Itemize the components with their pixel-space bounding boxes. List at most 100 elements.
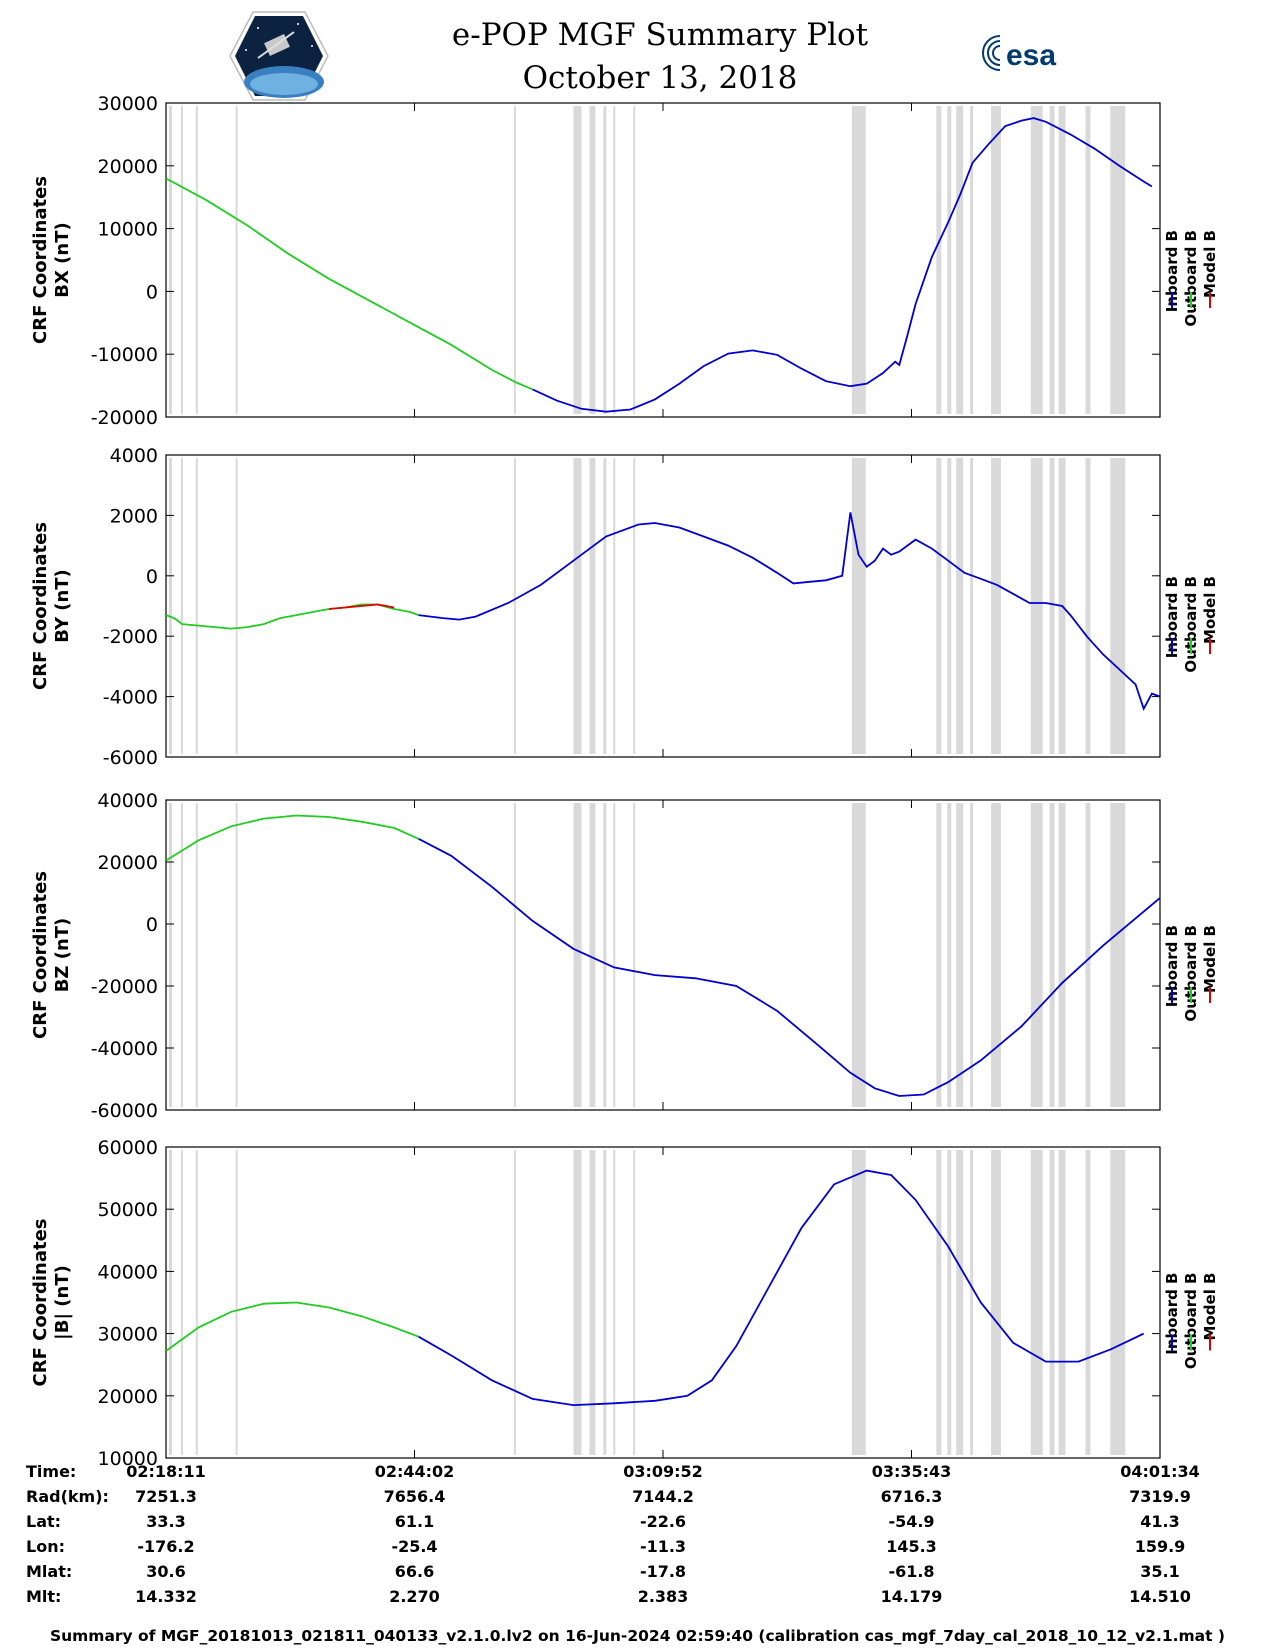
- data-gap-band: [180, 106, 183, 414]
- data-gap-band: [573, 803, 582, 1107]
- series-line-inboard-b: [532, 117, 1153, 413]
- series-line-inboard-b: [418, 512, 1160, 711]
- info-cell: -25.4: [391, 1537, 438, 1556]
- info-row-label: Rad(km):: [26, 1487, 109, 1506]
- info-row-label: Mlat:: [26, 1562, 73, 1581]
- esa-logo-text: esa: [1006, 39, 1056, 72]
- y-axis-label-unit: |B| (nT): [52, 1265, 73, 1340]
- data-gap-band: [633, 458, 636, 754]
- data-gap-band: [168, 458, 172, 754]
- y-tick-label: 10000: [98, 1448, 158, 1470]
- data-gap-band: [936, 1150, 942, 1455]
- y-tick-label: 30000: [98, 1324, 158, 1346]
- info-cell: 04:01:34: [1120, 1462, 1200, 1481]
- data-gap-band: [970, 1150, 974, 1455]
- plot-frame: [165, 1146, 1161, 1459]
- y-tick-label: 10000: [98, 219, 158, 241]
- info-cell: 14.179: [880, 1587, 943, 1606]
- info-cell: 159.9: [1134, 1537, 1186, 1556]
- info-cell: 7144.2: [632, 1487, 694, 1506]
- legend-entry: Outboard B: [1182, 230, 1200, 327]
- y-tick-label: 0: [146, 566, 158, 588]
- info-cell: -176.2: [137, 1537, 195, 1556]
- y-tick-label: 0: [146, 281, 158, 303]
- info-cell: 33.3: [146, 1512, 186, 1531]
- info-cell: 03:35:43: [871, 1462, 952, 1481]
- y-axis-label: CRF Coordinates: [30, 871, 51, 1039]
- legend-entry: Inboard B: [1163, 576, 1181, 658]
- info-cell: -22.6: [639, 1512, 687, 1531]
- y-tick-label: 20000: [98, 852, 158, 874]
- data-gap-band: [633, 106, 636, 414]
- info-cell: -54.9: [888, 1512, 935, 1531]
- series-line-outboard-b: [166, 1301, 419, 1352]
- data-gap-band: [1058, 803, 1066, 1107]
- info-cell: 7319.9: [1129, 1487, 1191, 1506]
- info-cell: 14.332: [135, 1587, 197, 1606]
- legend-entry: Model B: [1201, 230, 1219, 298]
- plot-frame: [165, 454, 1161, 758]
- chart-title: e-POP MGF Summary Plot October 13, 2018: [370, 14, 950, 100]
- data-gap-band: [1030, 803, 1043, 1107]
- data-gap-band: [573, 458, 582, 754]
- data-gap-band: [195, 1150, 198, 1455]
- data-gap-band: [970, 458, 974, 754]
- data-gap-band: [956, 458, 964, 754]
- data-gap-band: [180, 1150, 183, 1455]
- y-tick-label: -20000: [91, 976, 158, 998]
- data-gap-band: [195, 803, 198, 1107]
- y-tick-label: 20000: [98, 1386, 158, 1408]
- data-gap-band: [633, 1150, 636, 1455]
- data-gap-band: [1110, 1150, 1126, 1455]
- y-tick-label: 60000: [98, 1137, 158, 1159]
- y-axis-label-unit: BZ (nT): [52, 918, 73, 993]
- data-gap-band: [235, 803, 238, 1107]
- data-gap-band: [1110, 106, 1126, 414]
- y-tick-label: -20000: [91, 407, 158, 429]
- info-cell: 145.3: [886, 1537, 937, 1556]
- info-cell: -17.8: [639, 1562, 687, 1581]
- data-gap-band: [947, 803, 952, 1107]
- data-gap-band: [851, 458, 866, 754]
- data-gap-band: [613, 1150, 616, 1455]
- legend-entry: Inboard B: [1163, 925, 1181, 1007]
- series-line-model-b: [328, 603, 395, 610]
- data-gap-band: [180, 803, 183, 1107]
- y-tick-label: -6000: [103, 747, 158, 769]
- data-gap-band: [851, 106, 866, 414]
- info-cell: 35.1: [1140, 1562, 1180, 1581]
- y-tick-label: 40000: [98, 1261, 158, 1283]
- data-gap-band: [573, 1150, 582, 1455]
- data-gap-band: [235, 106, 238, 414]
- info-cell: 7656.4: [383, 1487, 446, 1506]
- data-gap-band: [947, 1150, 952, 1455]
- series-line-outboard-b: [166, 177, 533, 391]
- info-cell: 61.1: [394, 1512, 435, 1531]
- data-gap-band: [235, 1150, 238, 1455]
- data-gap-band: [1085, 106, 1091, 414]
- y-axis-label: CRF Coordinates: [30, 176, 51, 344]
- info-cell: 14.510: [1129, 1587, 1191, 1606]
- y-tick-label: -2000: [103, 626, 158, 648]
- data-gap-band: [613, 106, 616, 414]
- data-gap-band: [1049, 803, 1055, 1107]
- y-tick-label: -40000: [91, 1038, 158, 1060]
- y-tick-label: -10000: [91, 344, 158, 366]
- data-gap-band: [851, 1150, 866, 1455]
- info-cell: 03:09:52: [623, 1462, 703, 1481]
- data-gap-band: [1049, 458, 1055, 754]
- legend-entry: Model B: [1201, 1273, 1219, 1341]
- series-line-outboard-b: [166, 603, 419, 630]
- orbit-info-table: Time: 02:18:11 02:44:02 03:09:52 03:35:43 04:…: [0, 1462, 1275, 1622]
- data-gap-band: [195, 458, 198, 754]
- data-gap-band: [1030, 1150, 1043, 1455]
- y-axis-label-unit: BY (nT): [52, 569, 73, 643]
- plot-frame: [165, 799, 1161, 1111]
- legend-entry: Inboard B: [1163, 1273, 1181, 1355]
- info-cell: 02:44:02: [374, 1462, 455, 1481]
- info-cell: 41.3: [1140, 1512, 1180, 1531]
- data-gap-band: [633, 803, 636, 1107]
- legend-entry: Model B: [1201, 925, 1219, 993]
- chart-title-line2: October 13, 2018: [522, 60, 798, 96]
